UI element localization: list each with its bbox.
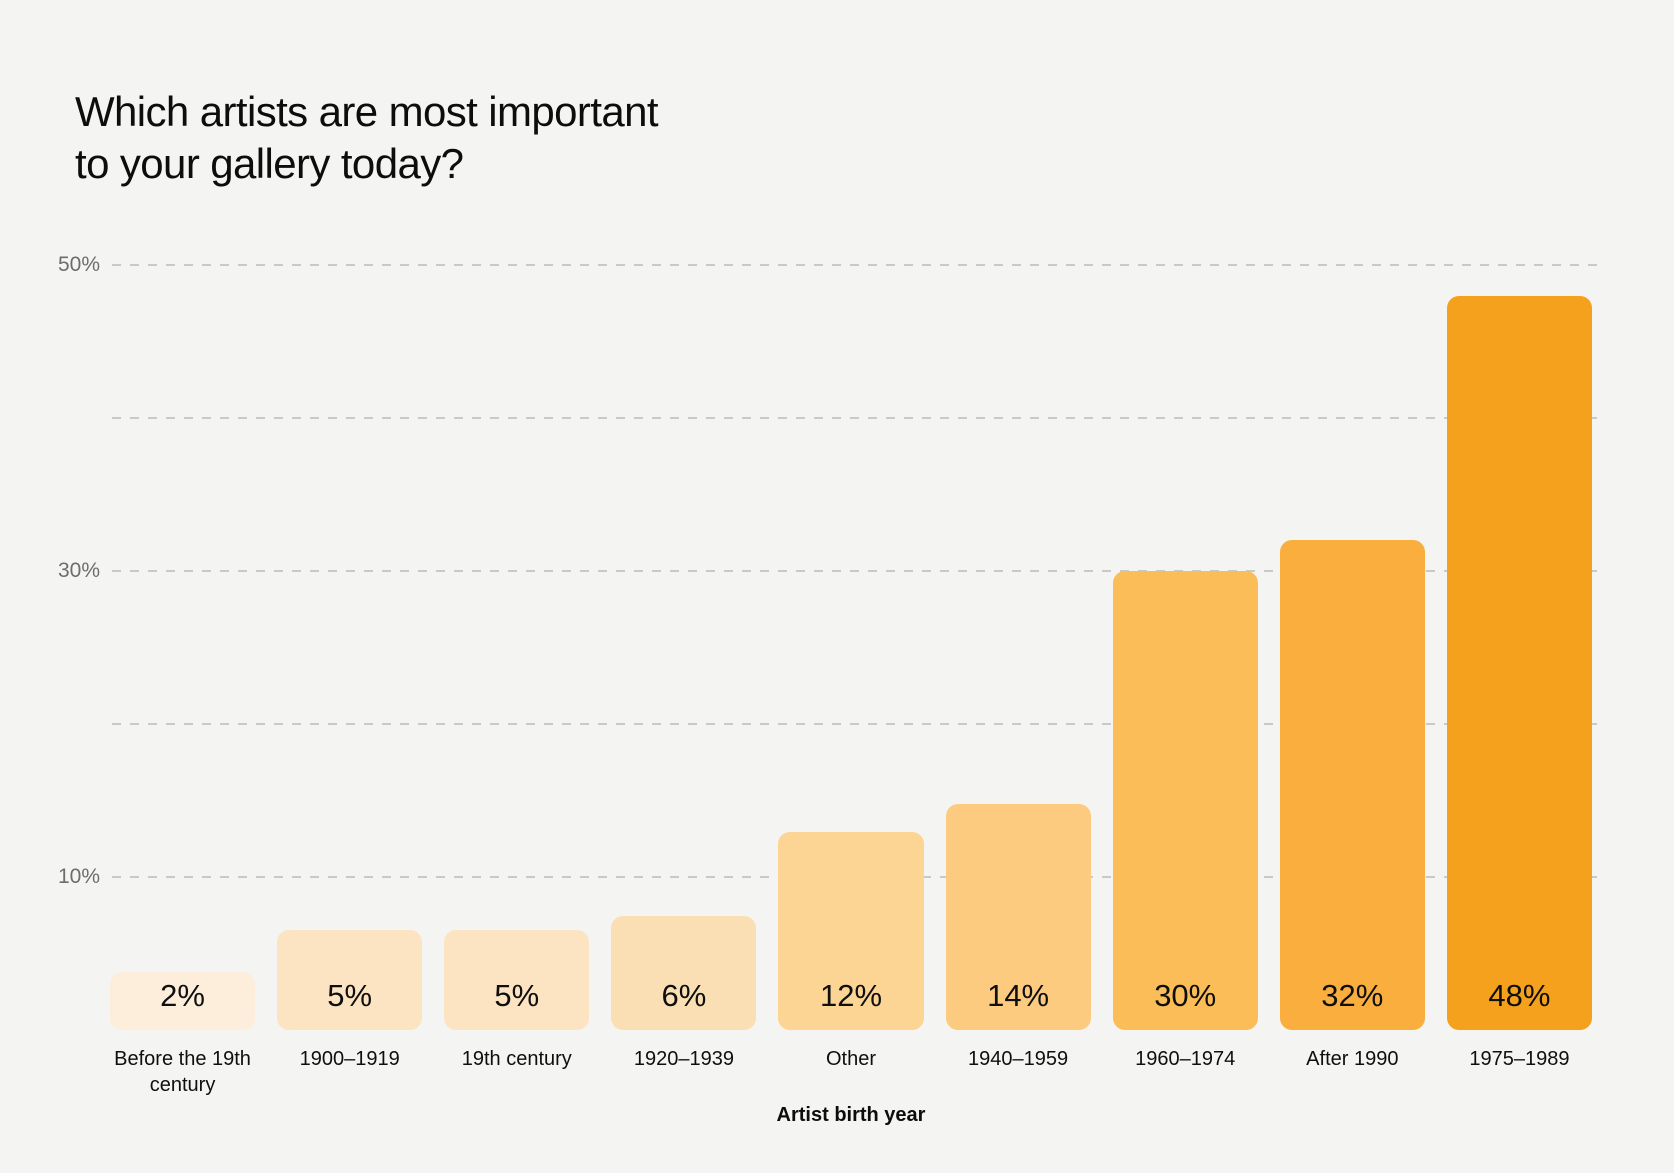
x-axis-category-label: Before the 19th century [114,1048,251,1096]
x-axis-category-label: 1960–1974 [1135,1048,1236,1070]
gridline-50 [112,264,1600,266]
x-axis-category-label: 1920–1939 [633,1048,734,1070]
bar-value-label: 30% [1154,978,1217,1013]
bar-value-label: 6% [661,978,707,1013]
bar-value-label: 14% [987,978,1050,1013]
gridline-20 [112,723,1600,725]
bar-7: 30% [1112,571,1258,1030]
bar-value-label: 5% [494,978,540,1013]
y-axis-tick-label: 30% [57,559,100,582]
x-axis-category-label: 1940–1959 [968,1048,1069,1070]
bar-value-label: 32% [1321,978,1384,1013]
x-axis-category-label: After 1990 [1306,1048,1399,1070]
y-axis-tick-label: 50% [57,253,100,276]
gridline-30 [112,570,1600,572]
bar-value-label: 48% [1488,978,1551,1013]
bar-8: 32% [1279,540,1425,1030]
chart-title: Which artists are most important to your… [75,86,659,190]
x-axis-title-wrap: Artist birth year [110,1104,1592,1127]
bar-value-label: 5% [327,978,373,1013]
chart-title-line-1: Which artists are most important [75,88,659,135]
bar-9: 48% [1446,296,1592,1030]
bar-5: 12% [778,832,924,1030]
bar-6: 14% [945,804,1091,1030]
bar-4: 6% [611,916,757,1030]
x-axis-title: Artist birth year [776,1104,926,1126]
bar-value-label: 12% [819,978,883,1013]
bar-2: 5% [277,930,423,1030]
x-axis-category-label: Other [825,1048,876,1070]
bar-1: 2% [110,972,256,1030]
gridline-40 [112,417,1600,419]
bar-3: 5% [444,930,590,1030]
bar-value-label: 2% [160,978,205,1013]
y-axis-tick-label: 10% [57,865,100,888]
x-axis-category-label: 19th century [461,1048,572,1070]
bars-group: 2% 5% 5% 6% 12% 14% 30% 32% 48% [110,265,1592,1030]
x-axis-category-label: 1900–1919 [299,1048,400,1070]
x-axis-category-labels: Before the 19th century 1900–1919 19th cen… [110,1046,1592,1098]
x-axis-category-label: 1975–1989 [1469,1048,1570,1070]
chart-title-line-2: to your gallery today? [75,140,464,187]
